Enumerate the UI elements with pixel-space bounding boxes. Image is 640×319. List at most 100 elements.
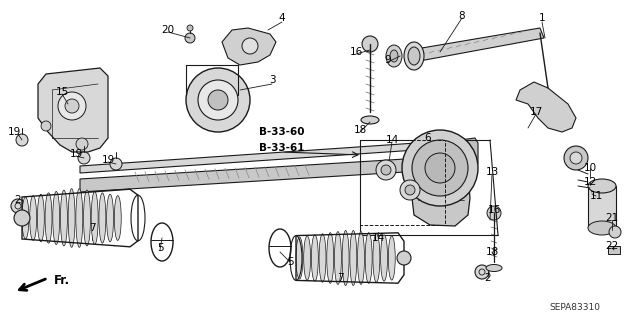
Text: 1: 1 — [539, 13, 545, 23]
Circle shape — [362, 36, 378, 52]
Polygon shape — [410, 28, 544, 62]
Polygon shape — [80, 140, 460, 173]
Ellipse shape — [404, 42, 424, 70]
Text: 18: 18 — [353, 125, 367, 135]
Ellipse shape — [312, 235, 318, 281]
Ellipse shape — [486, 264, 502, 271]
Text: 2: 2 — [484, 273, 492, 283]
Circle shape — [397, 251, 411, 265]
Ellipse shape — [342, 231, 349, 286]
Circle shape — [185, 33, 195, 43]
Ellipse shape — [115, 196, 121, 241]
Text: 10: 10 — [584, 163, 596, 173]
Text: 4: 4 — [278, 13, 285, 23]
Circle shape — [242, 38, 258, 54]
Text: B-33-61: B-33-61 — [259, 143, 305, 153]
Polygon shape — [412, 175, 470, 226]
Bar — [608, 246, 620, 254]
Circle shape — [208, 90, 228, 110]
Text: 2: 2 — [15, 195, 21, 205]
Circle shape — [78, 152, 90, 164]
Ellipse shape — [296, 237, 303, 279]
Ellipse shape — [388, 236, 396, 280]
Circle shape — [198, 80, 238, 120]
Text: 3: 3 — [269, 75, 275, 85]
Text: 19: 19 — [101, 155, 115, 165]
Ellipse shape — [386, 45, 402, 67]
Text: 7: 7 — [89, 223, 95, 233]
Circle shape — [405, 185, 415, 195]
Polygon shape — [516, 82, 576, 132]
Text: 11: 11 — [589, 191, 603, 201]
Ellipse shape — [68, 189, 75, 247]
Circle shape — [402, 130, 478, 206]
Text: 14: 14 — [371, 233, 385, 243]
Circle shape — [475, 265, 489, 279]
Ellipse shape — [304, 236, 310, 280]
Text: 5: 5 — [157, 243, 163, 253]
Ellipse shape — [373, 234, 380, 282]
Circle shape — [65, 99, 79, 113]
Text: 22: 22 — [605, 241, 619, 251]
Ellipse shape — [76, 189, 83, 247]
Circle shape — [400, 180, 420, 200]
Polygon shape — [222, 28, 276, 65]
Ellipse shape — [107, 194, 113, 242]
Circle shape — [570, 152, 582, 164]
Ellipse shape — [52, 191, 60, 245]
Ellipse shape — [365, 233, 372, 283]
Ellipse shape — [99, 193, 106, 243]
Text: 13: 13 — [485, 167, 499, 177]
Text: 21: 21 — [605, 213, 619, 223]
Text: 19: 19 — [69, 149, 83, 159]
Ellipse shape — [588, 221, 616, 235]
Ellipse shape — [335, 232, 341, 284]
Circle shape — [16, 134, 28, 146]
Ellipse shape — [588, 179, 616, 193]
Ellipse shape — [319, 234, 326, 282]
Text: 9: 9 — [385, 55, 391, 65]
Text: 20: 20 — [161, 25, 175, 35]
Ellipse shape — [408, 47, 420, 65]
Circle shape — [186, 68, 250, 132]
Text: B-33-60: B-33-60 — [259, 127, 305, 137]
Text: 16: 16 — [349, 47, 363, 57]
Ellipse shape — [381, 235, 388, 281]
Circle shape — [381, 165, 391, 175]
Circle shape — [487, 206, 501, 220]
Bar — [588, 186, 616, 228]
Ellipse shape — [84, 190, 90, 246]
Text: 18: 18 — [485, 247, 499, 257]
Text: 6: 6 — [425, 133, 431, 143]
Ellipse shape — [92, 191, 98, 245]
Polygon shape — [38, 68, 108, 152]
Ellipse shape — [361, 116, 379, 124]
Text: 12: 12 — [584, 177, 596, 187]
Circle shape — [110, 158, 122, 170]
Circle shape — [187, 25, 193, 31]
Text: 8: 8 — [459, 11, 465, 21]
Circle shape — [41, 121, 51, 131]
Circle shape — [76, 138, 88, 150]
Text: SEPA83310: SEPA83310 — [549, 302, 600, 311]
Text: 15: 15 — [56, 87, 68, 97]
Text: Fr.: Fr. — [54, 275, 70, 287]
Ellipse shape — [390, 50, 398, 62]
Polygon shape — [80, 155, 470, 192]
Text: 14: 14 — [385, 135, 399, 145]
Text: 16: 16 — [488, 205, 500, 215]
Text: 17: 17 — [529, 107, 543, 117]
Bar — [360, 140, 445, 225]
Circle shape — [564, 146, 588, 170]
Circle shape — [376, 160, 396, 180]
Text: 5: 5 — [287, 257, 293, 267]
Ellipse shape — [22, 197, 29, 239]
Ellipse shape — [327, 233, 333, 283]
Ellipse shape — [37, 194, 44, 242]
Ellipse shape — [45, 193, 52, 243]
Ellipse shape — [358, 232, 364, 284]
Circle shape — [11, 199, 25, 213]
Ellipse shape — [60, 190, 67, 246]
Circle shape — [609, 226, 621, 238]
Ellipse shape — [29, 196, 36, 241]
